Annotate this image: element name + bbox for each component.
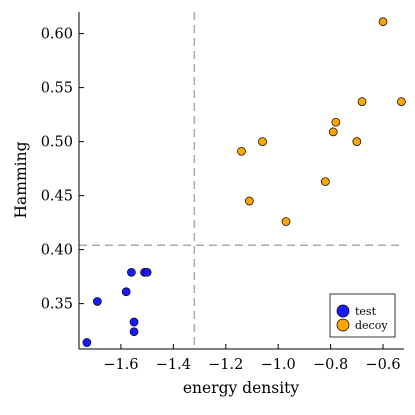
data-point-test [127,267,136,277]
y-tick-label: 0.35 [41,297,73,313]
y-tick-label: 0.60 [41,27,73,43]
data-point-test [142,267,152,277]
data-points [82,17,406,347]
x-tick-label: −0.8 [313,357,348,373]
legend-marker-test [336,304,350,318]
data-point-test [92,297,102,306]
threshold-lines [79,12,404,349]
data-point-decoy [237,146,246,156]
data-point-test [121,287,131,297]
x-tick-label: −1.6 [103,357,138,373]
chart-axes [78,12,404,350]
x-tick-label: −1.0 [261,357,296,373]
legend-marker-decoy [336,318,350,332]
data-point-decoy [397,97,406,107]
y-tick-label: 0.40 [41,243,73,259]
y-tick-label: 0.45 [41,189,73,205]
data-point-decoy [321,177,330,186]
data-point-decoy [281,217,291,226]
data-point-decoy [331,117,341,127]
data-point-decoy [328,127,338,137]
data-point-decoy [378,17,388,27]
x-tick-label: −1.2 [208,357,243,373]
data-point-decoy [258,137,267,146]
data-point-test [129,327,139,337]
y-ticks: 0.35 0.40 0.45 0.50 0.55 0.60 [41,27,84,313]
legend-label-test: test [355,305,377,318]
data-point-decoy [357,97,367,107]
y-tick-label: 0.55 [41,81,73,97]
x-axis-title: energy density [183,379,300,397]
x-tick-label: −1.4 [156,357,191,373]
data-point-decoy [352,137,362,146]
x-tick-label: −0.6 [365,357,400,373]
data-point-test [82,338,92,347]
legend-label-decoy: decoy [355,319,388,332]
x-ticks: −1.6 −1.4 −1.2 −1.0 −0.8 −0.6 [103,344,401,373]
legend: test decoy [329,293,396,338]
y-tick-label: 0.50 [41,135,73,151]
data-point-test [129,317,139,327]
data-point-decoy [245,196,254,206]
y-axis-title: Hamming [12,141,30,218]
